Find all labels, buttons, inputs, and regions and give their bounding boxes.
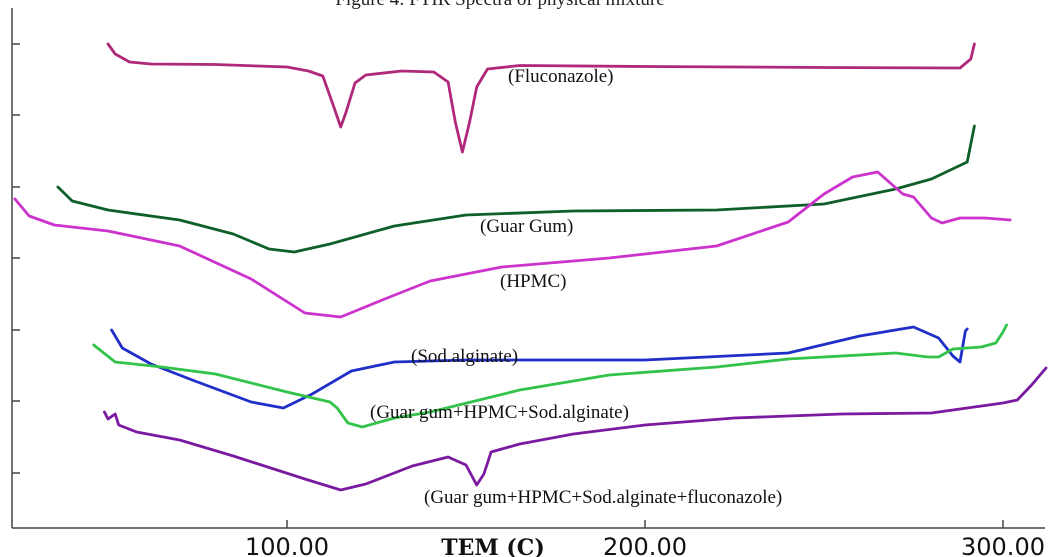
y-axis-ticks <box>12 43 20 474</box>
x-axis-title: TEM (C) <box>441 535 544 557</box>
series-label-guar-gum: (Guar Gum) <box>480 216 573 237</box>
x-tick-label: 200.00 <box>603 533 687 557</box>
series-labels: (Fluconazole) (Guar Gum) (HPMC) (Sod.alg… <box>370 66 782 508</box>
series-line-2 <box>56 124 976 254</box>
x-tick-label: 300.00 <box>961 533 1045 557</box>
series-label-hpmc: (HPMC) <box>500 271 567 292</box>
series-line-1 <box>106 42 976 154</box>
series-label-guar-hpmc-sod-alginate: (Guar gum+HPMC+Sod.alginate) <box>370 402 629 423</box>
series-line-4 <box>110 325 969 410</box>
figure-caption: Figure 4: FTIR Spectra of physical mixtu… <box>335 0 664 10</box>
x-axis-tick-labels: 100.00 200.00 300.00 <box>245 533 1045 557</box>
series-line-3 <box>13 170 1012 319</box>
x-tick-label: 100.00 <box>245 533 329 557</box>
series-label-sod-alginate: (Sod.alginate) <box>411 346 518 367</box>
series-line-5 <box>92 323 1008 429</box>
series-layer <box>13 42 1048 492</box>
x-axis-ticks <box>286 520 1004 528</box>
series-label-guar-hpmc-sod-alginate-fluconazole: (Guar gum+HPMC+Sod.alginate+fluconazole) <box>424 487 782 508</box>
series-line-6 <box>103 366 1048 492</box>
series-label-fluconazole: (Fluconazole) <box>508 66 614 87</box>
